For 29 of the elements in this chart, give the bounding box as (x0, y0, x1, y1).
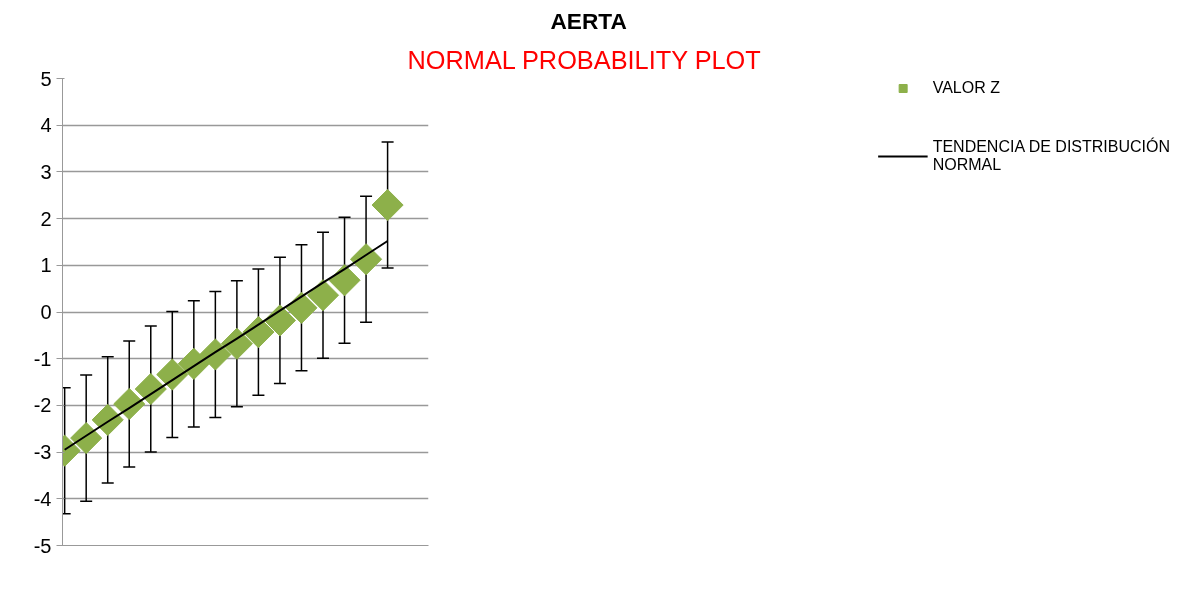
y-tick-label: 4 (40, 114, 52, 137)
point (328, 264, 361, 297)
y-tick-label: -3 (33, 441, 52, 464)
point (371, 189, 404, 222)
point (199, 338, 232, 371)
y-tick-label: -4 (33, 487, 52, 510)
point (242, 316, 275, 349)
point (263, 304, 296, 337)
point (156, 358, 189, 391)
y-tick-label: 5 (40, 67, 52, 90)
point (70, 422, 103, 455)
y-tick-label: -2 (33, 394, 52, 417)
y-tick-label: -5 (33, 534, 52, 557)
point (220, 327, 253, 360)
point (91, 403, 124, 436)
text: NORMAL PROBABILITY PLOT (407, 45, 761, 74)
y-tick-label: 0 (40, 301, 52, 323)
point (350, 243, 383, 276)
legend-label: VALOR Z (932, 79, 1000, 97)
y-tick-label: 3 (40, 160, 52, 183)
point (285, 291, 318, 324)
y-tick-label: 2 (40, 207, 52, 230)
point (134, 373, 167, 406)
point (306, 279, 340, 312)
text: AERTA (550, 7, 627, 34)
y-tick-label: -1 (33, 347, 52, 370)
y-tick-label: 1 (40, 254, 52, 277)
legend-label: TENDENCIA DE DISTRIBUCIÓN NORMAL (932, 138, 1170, 174)
point (113, 387, 146, 421)
